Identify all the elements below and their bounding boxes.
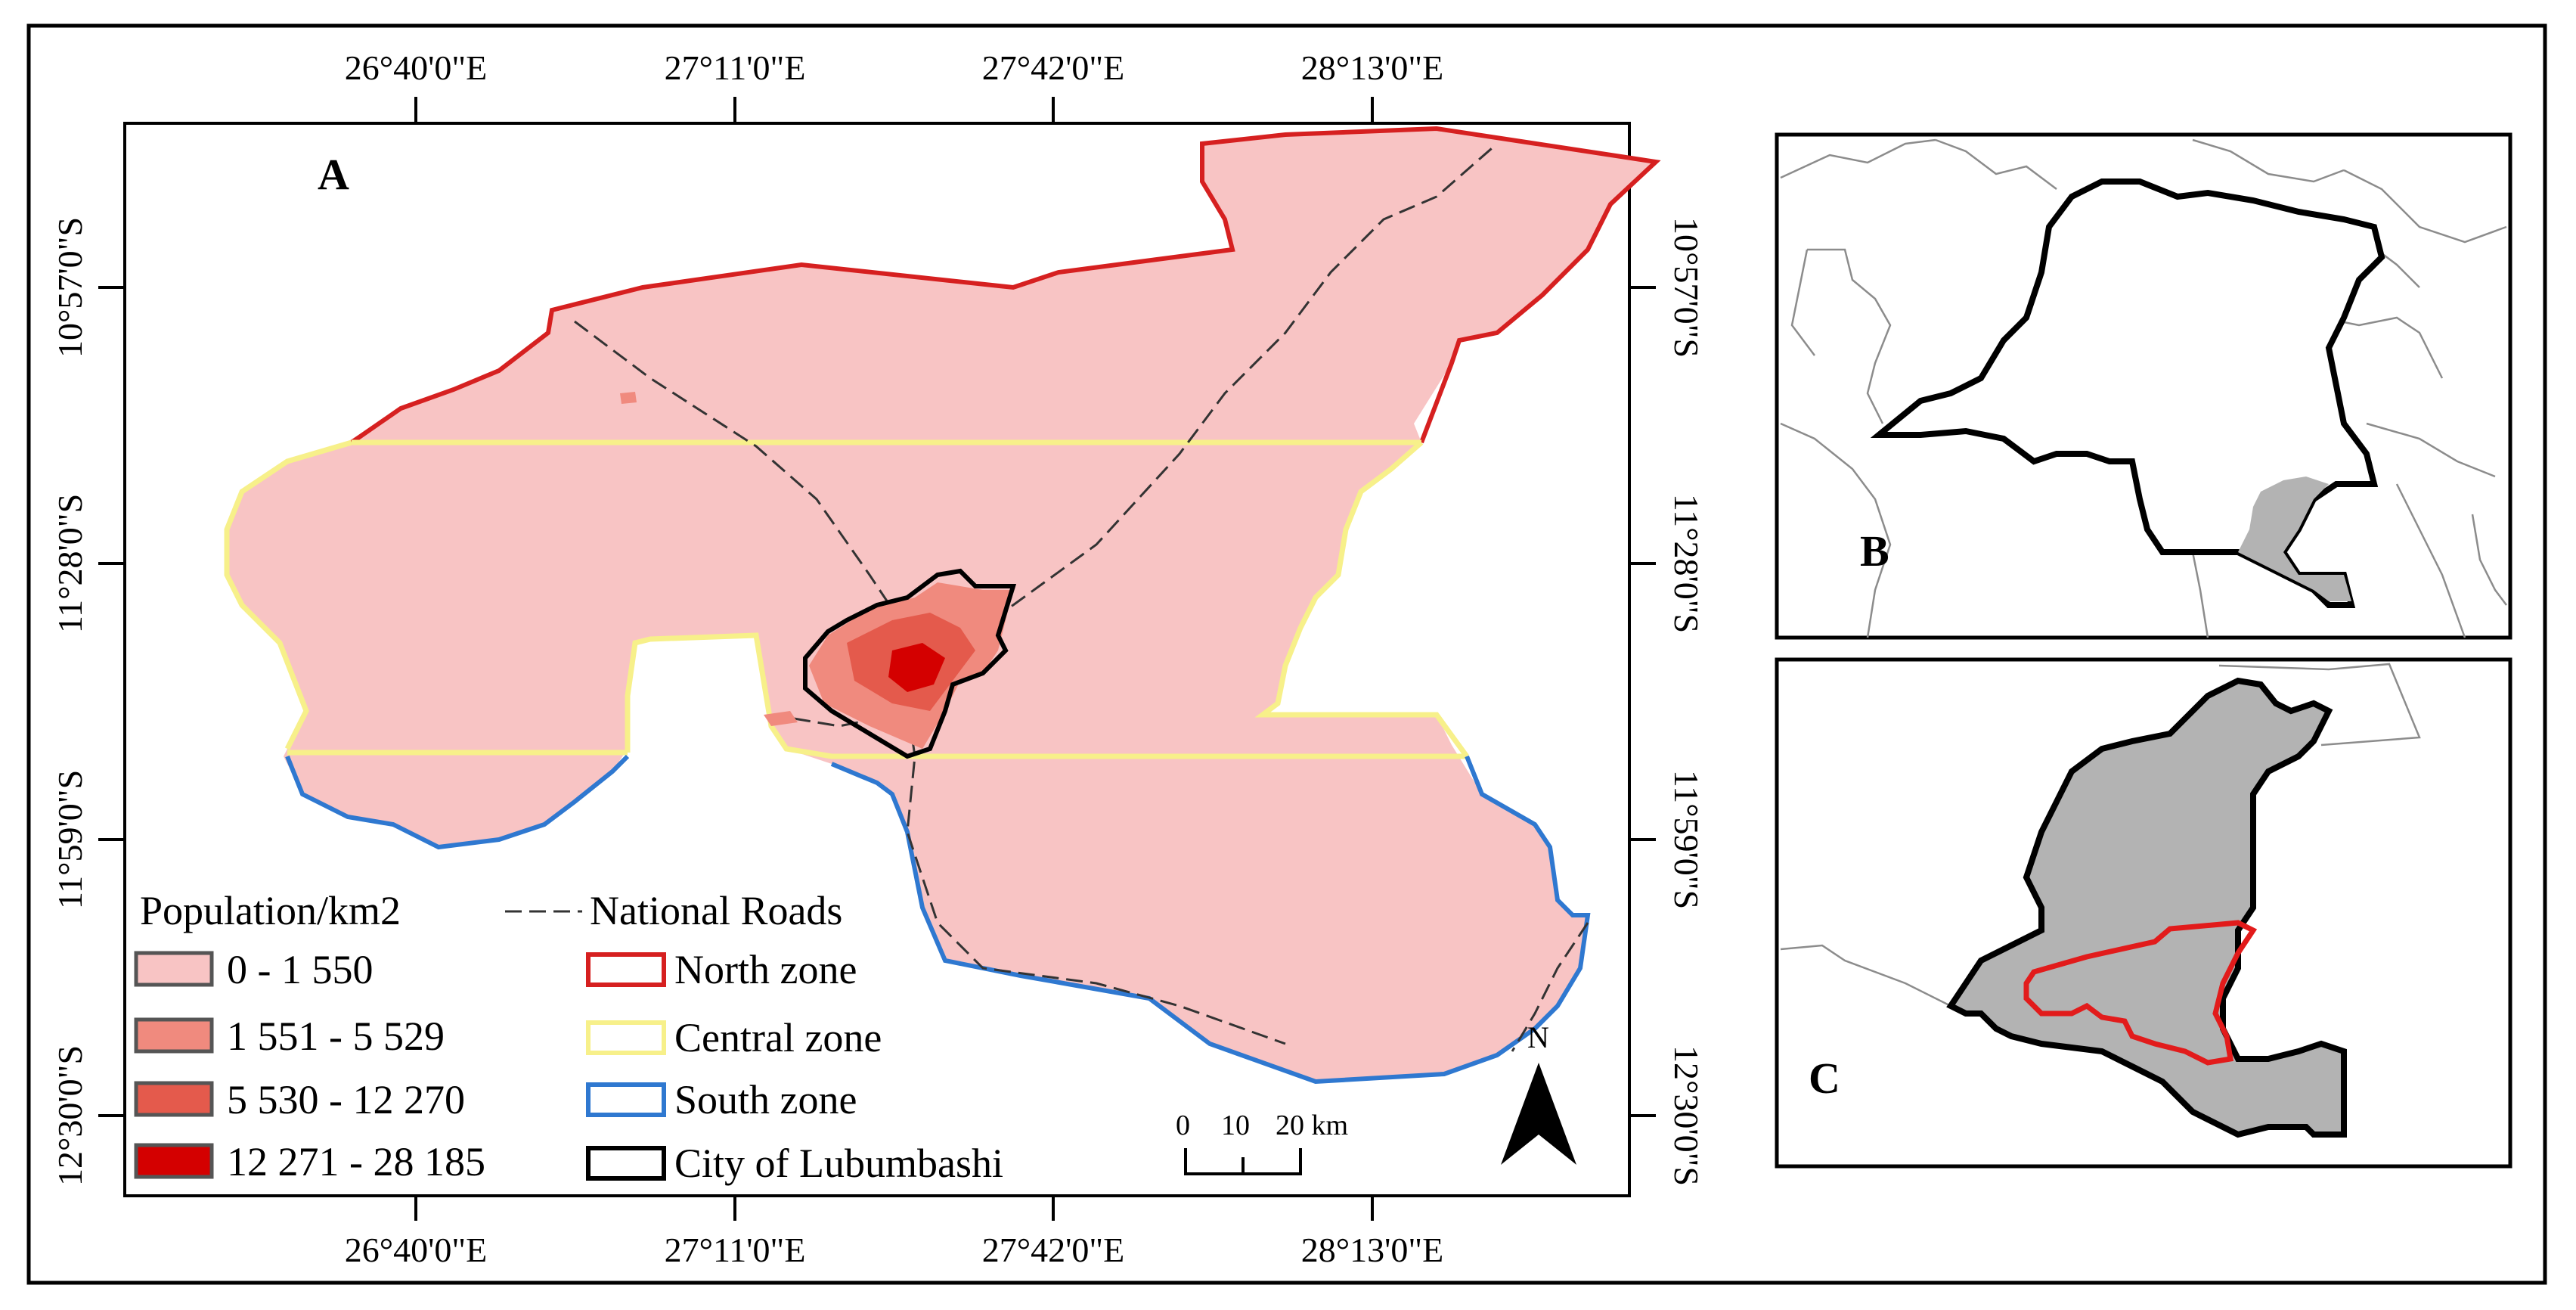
latitude-labels-left: 10°57'0"S 11°28'0"S 11°59'0"S 12°30'0"S — [51, 217, 89, 1186]
figure-outer-frame — [26, 23, 2547, 1285]
legend-north-zone-label: North zone — [674, 947, 857, 992]
inset-b-country-outline — [1870, 178, 2385, 608]
legend-population-title: Population/km2 — [140, 888, 401, 933]
lon-label-bottom-4: 28°13'0"E — [1301, 1231, 1444, 1269]
legend-swatch-central-zone — [586, 1020, 666, 1055]
panel-label-b: B — [1860, 526, 1889, 576]
scale-bar: 0 10 20 km — [1176, 1110, 1348, 1175]
central-zone-boundary — [224, 439, 1469, 759]
north-arrow: N — [1501, 1020, 1576, 1165]
scale-tick-0: 0 — [1176, 1110, 1190, 1141]
legend-south-zone-label: South zone — [674, 1077, 857, 1122]
inset-map-b: B — [1775, 132, 2512, 640]
lat-label-left-4: 12°30'0"S — [51, 1045, 89, 1186]
inset-map-c: C — [1775, 657, 2512, 1169]
inset-b-haut-katanga-region — [2238, 477, 2351, 601]
legend-swatch-north-zone — [586, 952, 666, 987]
inset-c-province-shape — [1946, 677, 2347, 1138]
lon-label-top-3: 27°42'0"E — [982, 48, 1125, 87]
lon-label-bottom-1: 26°40'0"E — [345, 1231, 488, 1269]
small-density-patch-2 — [620, 392, 637, 404]
map-legend: Population/km2 National Roads 0 - 1 550 … — [134, 888, 1003, 1186]
city-density-class-4 — [888, 643, 945, 692]
inset-b-neighbor-borders — [1780, 138, 2507, 638]
panel-label-a: A — [318, 150, 349, 199]
latitude-labels-right: 10°57'0"S 11°28'0"S 11°59'0"S 12°30'0"S — [1667, 217, 1706, 1186]
longitude-labels-top: 26°40'0"E 27°11'0"E 27°42'0"E 28°13'0"E — [345, 48, 1444, 87]
lon-label-bottom-3: 27°42'0"E — [982, 1231, 1125, 1269]
inset-c-study-area-outline — [2023, 920, 2258, 1066]
legend-class-3-label: 5 530 - 12 270 — [227, 1077, 465, 1122]
legend-class-1-label: 0 - 1 550 — [227, 947, 373, 992]
legend-class-4-label: 12 271 - 28 185 — [227, 1139, 485, 1184]
south-zone-boundary — [285, 754, 1591, 1085]
legend-city-label: City of Lubumbashi — [674, 1141, 1003, 1186]
lat-label-right-2: 11°28'0"S — [1667, 494, 1706, 633]
inset-c-neighbor-borders — [1780, 663, 2421, 1007]
longitude-labels-bottom: 26°40'0"E 27°11'0"E 27°42'0"E 28°13'0"E — [345, 1231, 1444, 1269]
map-a-ticks — [98, 97, 1656, 1221]
lon-label-bottom-2: 27°11'0"E — [665, 1231, 806, 1269]
map-a: A Population/km2 National Roads 0 - 1 55… — [123, 122, 1661, 1197]
scale-tick-10: 10 — [1221, 1110, 1250, 1141]
legend-swatch-class-3 — [134, 1081, 214, 1117]
panel-label-c: C — [1809, 1054, 1840, 1103]
legend-swatch-city — [586, 1146, 666, 1181]
scale-bar-line — [1184, 1148, 1302, 1175]
legend-central-zone-label: Central zone — [674, 1015, 882, 1060]
legend-swatch-south-zone — [586, 1082, 666, 1117]
legend-class-2-label: 1 551 - 5 529 — [227, 1014, 445, 1059]
north-arrow-icon — [1501, 1063, 1576, 1165]
legend-roads-label: National Roads — [590, 888, 842, 933]
lon-label-top-1: 26°40'0"E — [345, 48, 488, 87]
lat-label-right-4: 12°30'0"S — [1667, 1045, 1706, 1186]
lat-label-left-1: 10°57'0"S — [51, 217, 89, 358]
north-arrow-label: N — [1527, 1020, 1549, 1054]
north-zone-boundary — [350, 126, 1661, 445]
lat-label-left-2: 11°28'0"S — [51, 494, 89, 633]
legend-swatch-class-2 — [134, 1017, 214, 1054]
lat-label-right-1: 10°57'0"S — [1667, 217, 1706, 358]
city-of-lubumbashi — [620, 392, 1017, 759]
small-density-patch — [764, 711, 798, 726]
legend-swatch-class-4 — [134, 1143, 214, 1179]
legend-swatch-class-1 — [134, 951, 214, 987]
city-boundary — [803, 568, 1017, 759]
lat-label-right-3: 11°59'0"S — [1667, 770, 1706, 909]
scale-tick-20: 20 km — [1276, 1110, 1348, 1141]
lon-label-top-4: 28°13'0"E — [1301, 48, 1444, 87]
lat-label-left-3: 11°59'0"S — [51, 770, 89, 909]
lon-label-top-2: 27°11'0"E — [665, 48, 806, 87]
